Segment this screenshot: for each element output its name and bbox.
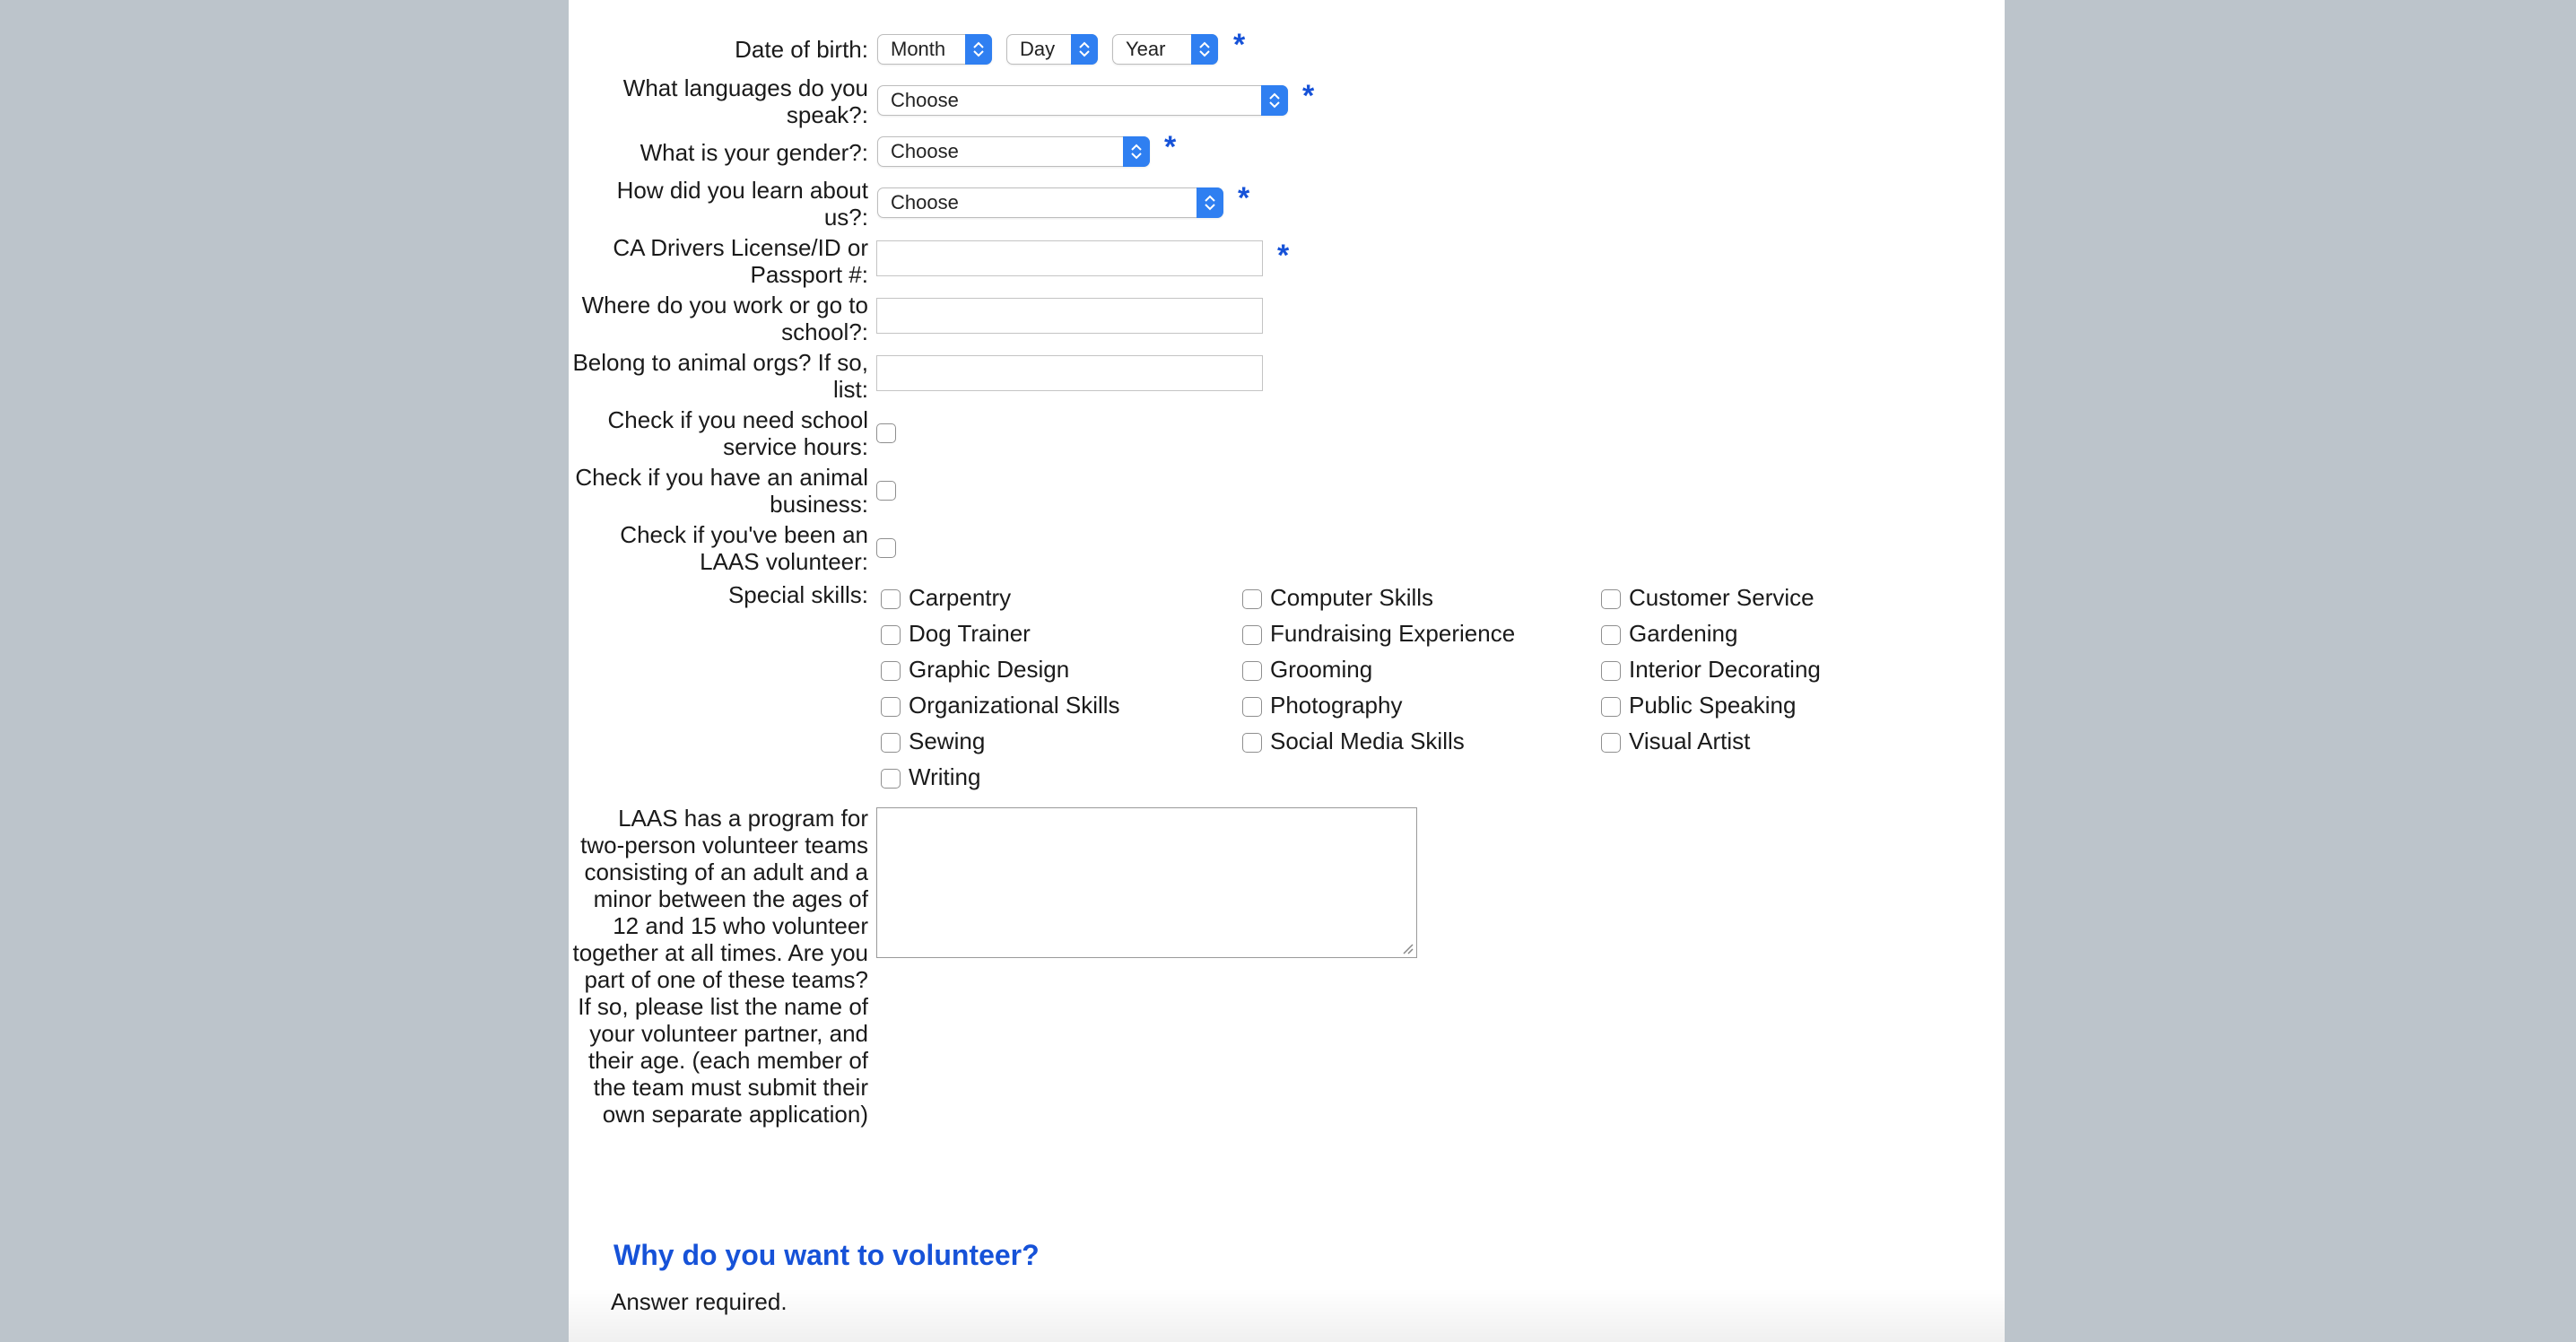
laas-volunteer-label: Check if you've been an LAAS volunteer: — [620, 521, 868, 575]
skill-checkbox[interactable] — [1242, 697, 1262, 717]
skill-checkbox[interactable] — [881, 625, 901, 645]
gender-value: Choose — [891, 140, 959, 162]
chevron-updown-icon — [1071, 34, 1098, 65]
skill-label: Sewing — [909, 728, 986, 754]
skill-checkbox[interactable] — [1242, 589, 1262, 609]
answer-required-note: Answer required. — [611, 1287, 788, 1316]
skill-checkbox[interactable] — [881, 589, 901, 609]
learn-value: Choose — [891, 191, 959, 214]
work-label: Where do you work or go to school?: — [581, 292, 868, 345]
skill-label: Carpentry — [909, 584, 1012, 611]
required-marker: * — [1164, 130, 1177, 164]
languages-select[interactable]: Choose — [877, 85, 1288, 116]
special-skills-label: Special skills: — [727, 581, 868, 608]
required-marker: * — [1302, 79, 1315, 113]
skill-checkbox[interactable] — [881, 661, 901, 681]
skill-checkbox[interactable] — [881, 769, 901, 789]
chevron-updown-icon — [1261, 85, 1288, 116]
dob-label: Date of birth: — [735, 36, 868, 63]
chevron-updown-icon — [965, 34, 992, 65]
skill-label: Photography — [1270, 692, 1403, 719]
skill-checkbox[interactable] — [881, 733, 901, 753]
dob-day-value: Day — [1020, 38, 1056, 60]
page-bottom-shadow — [569, 1288, 2005, 1342]
chevron-updown-icon — [1123, 136, 1150, 167]
skill-checkbox[interactable] — [1601, 625, 1621, 645]
languages-label: What languages do you speak?: — [622, 74, 868, 128]
skill-label: Grooming — [1270, 656, 1373, 683]
skill-checkbox[interactable] — [1242, 733, 1262, 753]
resize-grip-icon[interactable] — [1401, 942, 1414, 954]
animal-business-checkbox[interactable] — [876, 481, 896, 501]
animal-business-label: Check if you have an animal business: — [575, 464, 868, 518]
service-hours-label: Check if you need school service hours: — [607, 406, 868, 460]
work-input[interactable] — [876, 298, 1263, 334]
dob-day-select[interactable]: Day — [1006, 34, 1098, 65]
skill-checkbox[interactable] — [1601, 589, 1621, 609]
form-page: Date of birth: Month Day Year * What lan… — [569, 0, 2005, 1342]
learn-label: How did you learn about us?: — [616, 177, 868, 231]
skill-label: Fundraising Experience — [1270, 620, 1516, 647]
team-partner-textarea[interactable] — [876, 807, 1417, 958]
required-marker: * — [1233, 28, 1246, 62]
skill-checkbox[interactable] — [1242, 661, 1262, 681]
skill-label: Interior Decorating — [1629, 656, 1821, 683]
skill-label: Public Speaking — [1629, 692, 1797, 719]
skill-label: Gardening — [1629, 620, 1738, 647]
learn-select[interactable]: Choose — [877, 187, 1223, 218]
required-marker: * — [1238, 181, 1250, 215]
skill-checkbox[interactable] — [1601, 733, 1621, 753]
gender-select[interactable]: Choose — [877, 136, 1150, 167]
skill-checkbox[interactable] — [1242, 625, 1262, 645]
dob-month-select[interactable]: Month — [877, 34, 992, 65]
dob-year-value: Year — [1126, 38, 1166, 60]
skill-label: Visual Artist — [1629, 728, 1751, 754]
skill-label: Dog Trainer — [909, 620, 1031, 647]
orgs-input[interactable] — [876, 355, 1263, 391]
languages-value: Choose — [891, 89, 959, 111]
license-label: CA Drivers License/ID or Passport #: — [613, 234, 868, 288]
skill-checkbox[interactable] — [1601, 697, 1621, 717]
team-question-label: LAAS has a program for two-person volunt… — [572, 805, 868, 1128]
skill-label: Writing — [909, 763, 981, 790]
skill-checkbox[interactable] — [1601, 661, 1621, 681]
skill-label: Organizational Skills — [909, 692, 1120, 719]
dob-month-value: Month — [891, 38, 946, 60]
dob-year-select[interactable]: Year — [1112, 34, 1218, 65]
service-hours-checkbox[interactable] — [876, 423, 896, 443]
gender-label: What is your gender?: — [640, 139, 868, 166]
laas-volunteer-checkbox[interactable] — [876, 538, 896, 558]
chevron-updown-icon — [1197, 187, 1223, 218]
skill-label: Social Media Skills — [1270, 728, 1465, 754]
required-marker: * — [1277, 239, 1290, 273]
skill-label: Graphic Design — [909, 656, 1070, 683]
orgs-label: Belong to animal orgs? If so, list: — [572, 349, 868, 403]
why-volunteer-heading: Why do you want to volunteer? — [614, 1239, 1040, 1271]
skill-label: Computer Skills — [1270, 584, 1434, 611]
license-input[interactable] — [876, 240, 1263, 276]
skill-checkbox[interactable] — [881, 697, 901, 717]
skill-label: Customer Service — [1629, 584, 1815, 611]
chevron-updown-icon — [1191, 34, 1218, 65]
